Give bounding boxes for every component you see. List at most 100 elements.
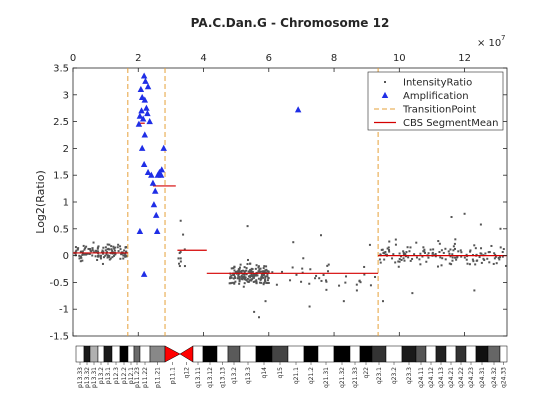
intensity-point: [99, 256, 102, 259]
intensity-point: [238, 268, 241, 271]
intensity-point: [255, 282, 258, 285]
ideogram-band: [349, 345, 361, 363]
intensity-point: [236, 270, 239, 273]
intensity-point: [96, 258, 99, 261]
intensity-point: [108, 258, 111, 261]
intensity-point: [92, 241, 95, 244]
intensity-point: [240, 270, 243, 273]
intensity-point: [250, 273, 253, 276]
ideogram-band-label: p11.23: [134, 367, 141, 388]
intensity-point: [255, 264, 258, 267]
intensity-point: [125, 255, 128, 258]
ideogram-band: [499, 345, 508, 363]
intensity-point: [234, 280, 237, 283]
intensity-point: [260, 277, 263, 280]
intensity-point: [453, 247, 456, 250]
intensity-point: [324, 279, 327, 282]
intensity-point: [325, 288, 328, 291]
intensity-point: [91, 247, 94, 250]
y-tick-label: 1: [63, 198, 69, 209]
intensity-point: [244, 276, 247, 279]
intensity-point: [264, 279, 267, 282]
ideogram-band-label: p11.22: [142, 367, 149, 388]
amplification-point: [160, 144, 167, 151]
intensity-point: [501, 251, 504, 253]
intensity-point: [498, 258, 501, 261]
amplification-point: [158, 166, 165, 173]
intensity-point: [475, 259, 478, 262]
y-tick-label: 1.5: [53, 171, 69, 182]
ideogram-band: [475, 345, 489, 363]
intensity-point: [94, 255, 97, 258]
intensity-point: [95, 249, 98, 252]
ideogram-band-label: q13.2: [231, 367, 238, 384]
intensity-point: [452, 249, 455, 252]
intensity-point: [264, 276, 267, 279]
intensity-point: [258, 281, 261, 284]
intensity-point: [108, 248, 111, 251]
intensity-point: [183, 265, 186, 268]
intensity-point: [408, 250, 411, 253]
intensity-point: [259, 278, 262, 281]
intensity-point: [471, 258, 474, 261]
intensity-point: [247, 275, 250, 278]
intensity-point: [421, 255, 424, 258]
intensity-point: [264, 300, 267, 303]
intensity-point: [450, 263, 453, 266]
intensity-point: [232, 274, 235, 277]
intensity-point: [87, 247, 90, 250]
intensity-point: [240, 277, 243, 280]
intensity-point: [403, 259, 406, 262]
intensity-point: [490, 244, 493, 247]
intensity-point: [102, 246, 105, 249]
intensity-point: [494, 255, 497, 258]
intensity-point: [448, 252, 451, 255]
intensity-point: [301, 267, 304, 270]
ideogram-band-label: q24.12: [428, 367, 435, 388]
amplification-point: [146, 118, 153, 125]
intensity-point: [465, 253, 468, 256]
intensity-point: [469, 250, 472, 253]
intensity-point: [123, 249, 126, 252]
intensity-point: [463, 256, 466, 259]
amplification-point: [149, 179, 157, 186]
ideogram-band: [75, 345, 85, 363]
intensity-point: [488, 261, 491, 264]
legend-label: CBS SegmentMean: [403, 118, 498, 129]
intensity-point: [258, 268, 261, 271]
intensity-point: [437, 240, 440, 243]
intensity-point: [369, 284, 372, 287]
intensity-point: [418, 258, 421, 261]
intensity-point: [409, 259, 412, 262]
amplification-point: [152, 211, 160, 218]
ideogram-band-label: q21.32: [339, 367, 346, 388]
intensity-point: [427, 256, 430, 259]
ideogram-band: [227, 345, 241, 363]
intensity-point: [105, 253, 108, 256]
intensity-point: [262, 274, 265, 277]
intensity-point: [238, 275, 241, 278]
intensity-point: [505, 264, 508, 267]
intensity-point: [97, 255, 100, 258]
intensity-point: [384, 251, 387, 254]
intensity-point: [388, 250, 391, 253]
intensity-point: [238, 277, 241, 280]
ideogram-band: [445, 345, 457, 363]
intensity-point: [242, 285, 245, 288]
intensity-point: [450, 216, 453, 219]
intensity-point: [250, 269, 253, 272]
intensity-point: [111, 249, 114, 252]
intensity-point: [374, 275, 377, 278]
intensity-point: [233, 282, 236, 285]
ideogram-band: [97, 345, 105, 363]
ideogram-band-label: q23.3: [406, 367, 413, 384]
ideogram-band-label: q15: [277, 367, 284, 379]
ideogram-band-label: p13.1: [105, 367, 112, 384]
intensity-point: [488, 251, 491, 254]
intensity-point: [104, 246, 107, 249]
intensity-point: [179, 260, 182, 263]
y-tick-label: 0: [63, 251, 69, 262]
intensity-point: [229, 282, 232, 285]
intensity-point: [399, 255, 402, 258]
